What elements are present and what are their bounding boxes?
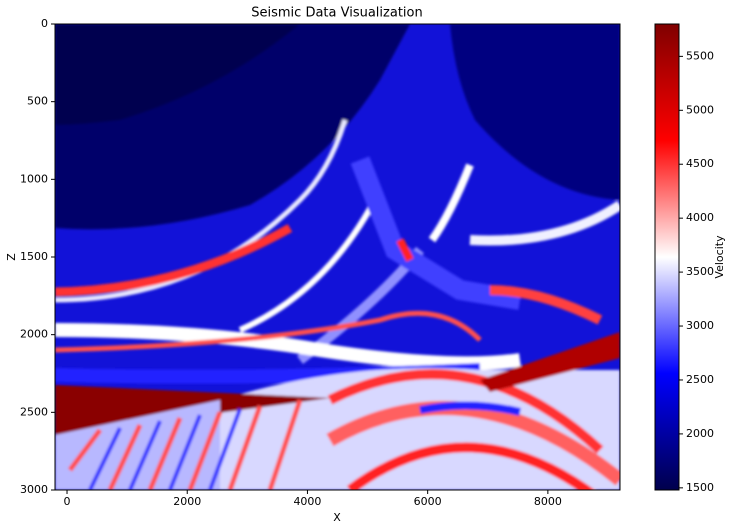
x-tick-label: 4000: [293, 495, 321, 508]
colorbar-label: Velocity: [713, 235, 726, 279]
y-tick-label: 2500: [20, 405, 48, 418]
colorbar-tick-label: 3000: [686, 319, 714, 332]
colorbar-tick-label: 5500: [686, 49, 714, 62]
y-tick-label: 1500: [20, 250, 48, 263]
y-tick-label: 1000: [20, 172, 48, 185]
colorbar-tick-label: 3500: [686, 265, 714, 278]
colorbar-tick-label: 1500: [686, 481, 714, 494]
colorbar-tick-label: 4500: [686, 157, 714, 170]
x-tick-label: 6000: [414, 495, 442, 508]
colorbar-tick-label: 2500: [686, 373, 714, 386]
seismic-image: [55, 24, 620, 490]
colorbar: [654, 23, 680, 491]
y-tick-label: 3000: [20, 483, 48, 496]
x-tick-label: 8000: [534, 495, 562, 508]
y-tick-label: 0: [41, 17, 48, 30]
x-axis-label: X: [333, 511, 341, 524]
chart-title: Seismic Data Visualization: [251, 6, 422, 21]
x-tick-label: 2000: [173, 495, 201, 508]
x-tick-label: 0: [64, 495, 71, 508]
y-tick-label: 500: [27, 95, 48, 108]
y-axis-label: Z: [5, 253, 18, 261]
colorbar-tick-label: 4000: [686, 211, 714, 224]
colorbar-tick-label: 5000: [686, 103, 714, 116]
y-tick-label: 2000: [20, 328, 48, 341]
colorbar-tick-label: 2000: [686, 427, 714, 440]
